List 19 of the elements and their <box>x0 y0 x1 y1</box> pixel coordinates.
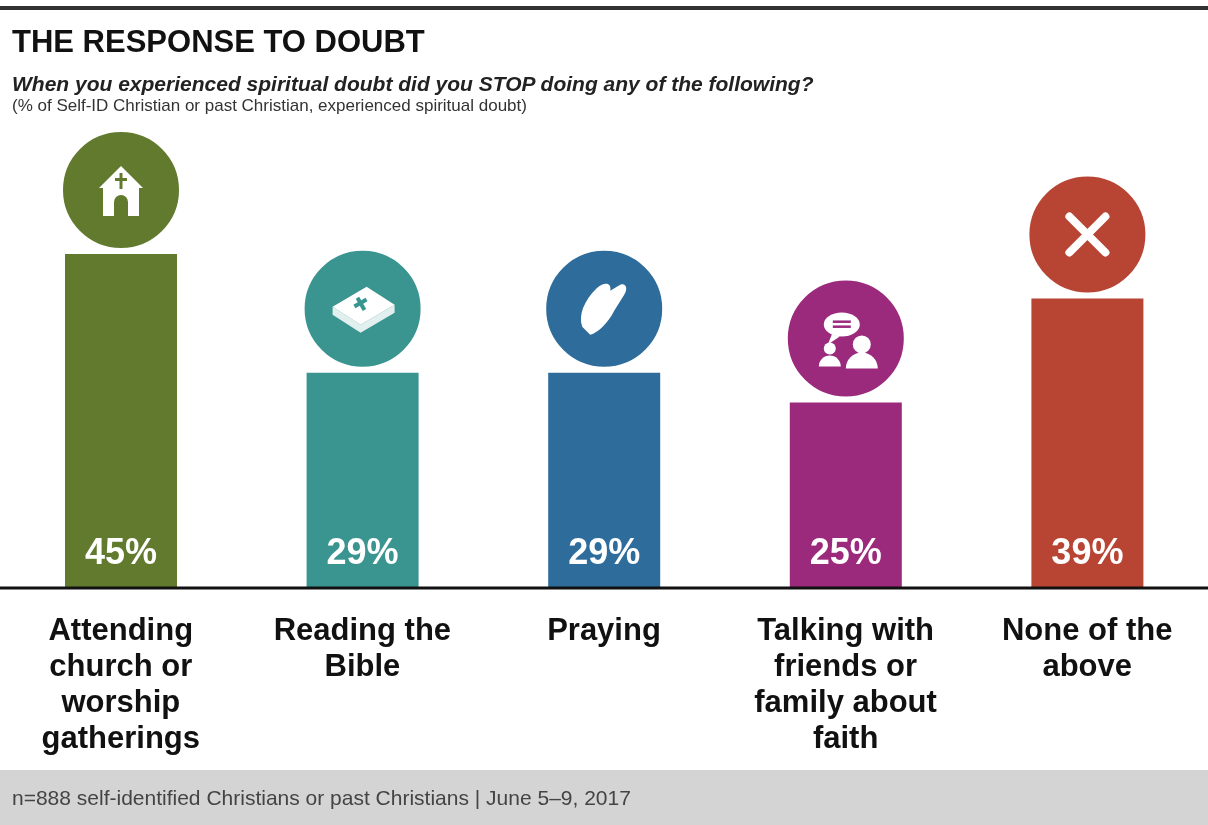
data-label: 29% <box>568 531 641 572</box>
x-tick-label: Praying <box>547 612 661 647</box>
text: (% of Self-ID Christian or past Christian, experienced spiritual doubt) <box>12 96 527 116</box>
chart-subtitle: When you experienced spiritual doubt did you STOP doing any of the following? <box>12 72 814 96</box>
data-label: 39% <box>1051 531 1124 572</box>
bar <box>1031 298 1144 588</box>
bar <box>306 372 419 588</box>
text: n=888 self-identified Christians or past Christians | June 5–9, 2017 <box>0 770 1208 825</box>
data-label: 45% <box>84 531 158 572</box>
bar <box>65 254 177 588</box>
x-tick-label: Reading the Bible <box>273 612 452 683</box>
data-label: 25% <box>809 531 882 572</box>
chart-title: THE RESPONSE TO DOUBT <box>12 24 425 60</box>
x-tick-label: None of the above <box>1001 612 1173 683</box>
data-label: 29% <box>326 531 399 572</box>
x-tick-label: Attending church or worship gatherings <box>41 612 201 755</box>
bar <box>548 372 661 588</box>
x-tick-label: Talking with friends or family about faith <box>754 612 937 755</box>
bar <box>789 402 902 588</box>
